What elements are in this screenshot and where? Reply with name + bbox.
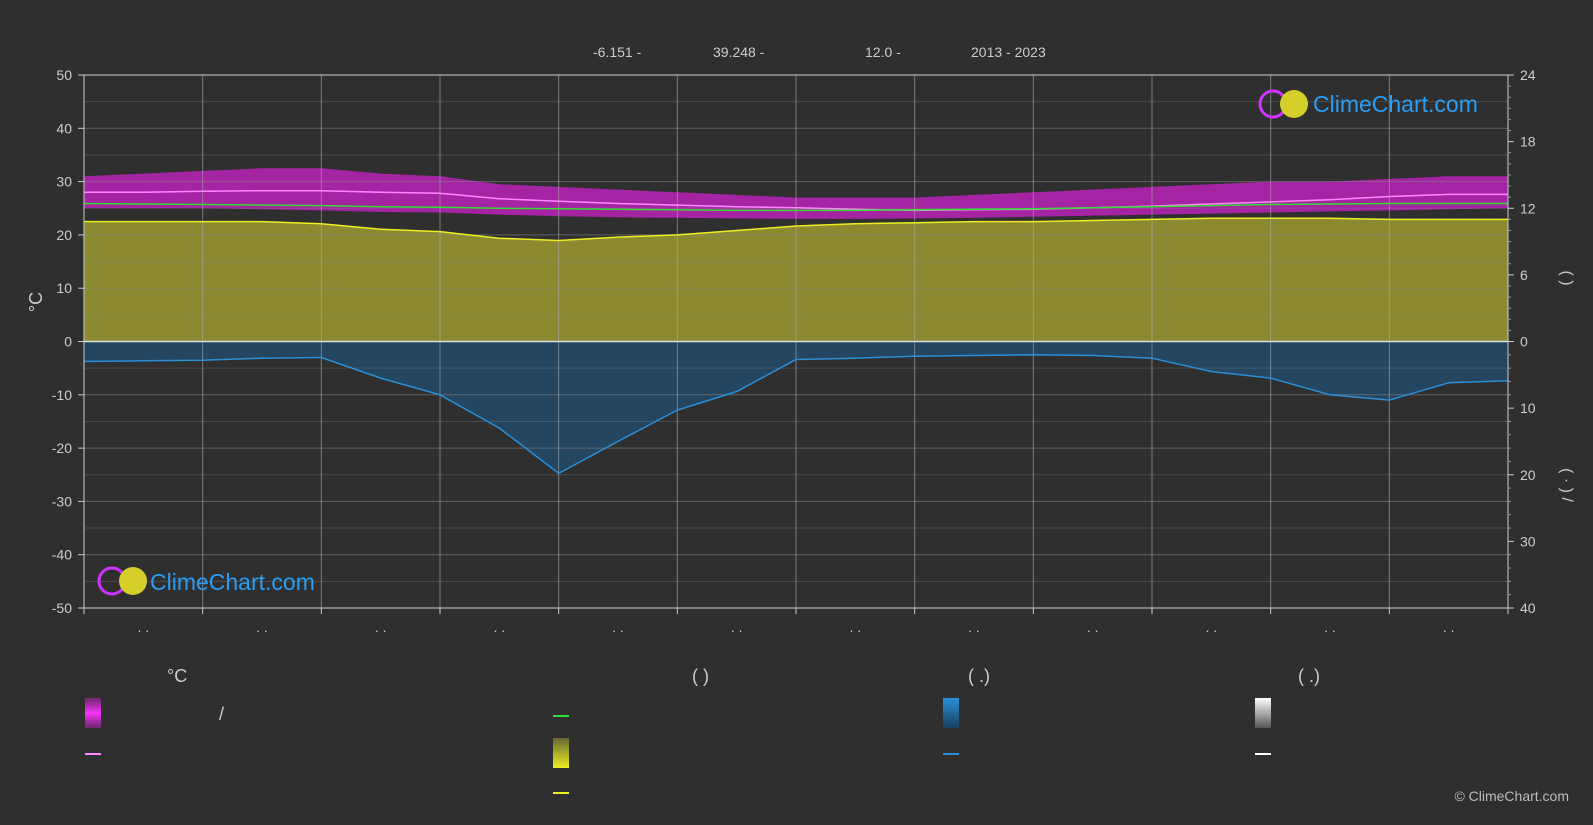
legend-snow-swatch	[1255, 698, 1271, 728]
sunshine-line	[84, 217, 1508, 242]
left-tick-label: 40	[56, 120, 72, 136]
right-bottom-tick-label: 40	[1520, 600, 1536, 616]
x-tick-label: . .	[493, 619, 505, 635]
right-bottom-tick-label: 30	[1520, 533, 1536, 549]
right-top-tick-label: 18	[1520, 134, 1536, 150]
x-tick-label: . .	[1324, 619, 1336, 635]
left-tick-label: 50	[56, 67, 72, 83]
x-tick-label: . .	[1205, 619, 1217, 635]
left-tick-label: -50	[52, 600, 72, 616]
logo-bottom: ClimeChart.com	[97, 566, 315, 596]
max-temp-line	[84, 189, 1508, 212]
axes: 50 40 30 20 10 0 -10 -20 -30 -40 -50 24 18 12 6 0 10 20 30…	[52, 67, 1536, 635]
left-tick-label: 20	[56, 227, 72, 243]
x-tick-label: . .	[137, 619, 149, 635]
right-bottom-tick-label: 20	[1520, 467, 1536, 483]
logo-sun-icon	[119, 567, 147, 595]
grid	[84, 74, 1508, 609]
right-top-tick-label: 24	[1520, 67, 1536, 83]
right-bottom-tick-label: 10	[1520, 400, 1536, 416]
precipitation-line	[83, 354, 1509, 475]
right-axis-top-label: ( )	[1558, 270, 1575, 285]
logo-text: ClimeChart.com	[150, 569, 315, 595]
logo-top: ClimeChart.com	[1258, 89, 1478, 119]
left-tick-label: -40	[52, 547, 72, 563]
copyright-text: © ClimeChart.com	[1454, 788, 1569, 804]
legend-col1-sep: /	[219, 704, 224, 724]
y-axis-label: °C	[26, 292, 46, 312]
right-top-tick-label: 6	[1520, 267, 1528, 283]
x-tick-label: . .	[612, 619, 624, 635]
legend-precip-swatch	[943, 698, 959, 728]
left-tick-label: -30	[52, 493, 72, 509]
logo-text: ClimeChart.com	[1313, 91, 1478, 117]
left-tick-label: 10	[56, 280, 72, 296]
right-top-tick-label: 12	[1520, 200, 1536, 216]
legend-temp-range-swatch	[85, 698, 101, 728]
legend-col4-header: ( .)	[1298, 666, 1320, 686]
logo-sun-icon	[1280, 90, 1308, 118]
x-tick-label: . .	[1087, 619, 1099, 635]
x-tick-label: . .	[256, 619, 268, 635]
right-axis-bottom-label: ( · ) /	[1558, 468, 1575, 502]
legend-sunshine-swatch	[553, 738, 569, 768]
years-text: 2013 - 2023	[971, 44, 1046, 60]
left-tick-label: -20	[52, 440, 72, 456]
x-tick-label: . .	[849, 619, 861, 635]
plot-area	[83, 74, 1509, 609]
left-tick-label: 0	[64, 334, 72, 350]
legend-col1-header: °C	[167, 666, 187, 686]
x-tick-label: . .	[968, 619, 980, 635]
left-tick-label: -10	[52, 387, 72, 403]
right-top-tick-label: 0	[1520, 334, 1528, 350]
x-tick-label: . .	[731, 619, 743, 635]
legend-col2-header: ( )	[692, 666, 709, 686]
legend: °C ( ) ( .) ( .)	[85, 666, 1320, 794]
mean-temp-line	[83, 202, 1508, 212]
left-tick-label: 30	[56, 174, 72, 190]
x-tick-label: . .	[1443, 619, 1455, 635]
longitude-text: 39.248 -	[713, 44, 765, 60]
elevation-text: 12.0 -	[865, 44, 901, 60]
x-tick-label: . .	[375, 619, 387, 635]
legend-col3-header: ( .)	[968, 666, 990, 686]
latitude-text: -6.151 -	[593, 44, 642, 60]
